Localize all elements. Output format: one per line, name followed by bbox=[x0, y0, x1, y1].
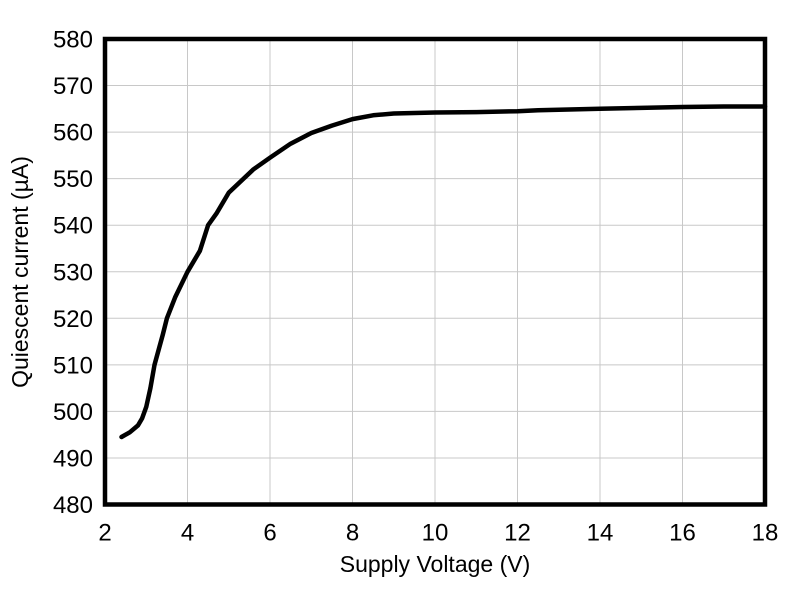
x-tick-label: 16 bbox=[669, 520, 696, 547]
y-tick-label: 480 bbox=[53, 492, 93, 519]
y-tick-labels: 480 490 500 510 520 530 540 550 560 570 580 bbox=[53, 27, 93, 520]
x-axis-title: Supply Voltage (V) bbox=[340, 551, 531, 577]
y-tick-label: 580 bbox=[53, 27, 93, 54]
y-tick-label: 540 bbox=[53, 213, 93, 240]
x-tick-label: 4 bbox=[181, 520, 194, 547]
y-tick-label: 510 bbox=[53, 352, 93, 379]
y-tick-label: 530 bbox=[53, 259, 93, 286]
y-tick-label: 560 bbox=[53, 120, 93, 147]
x-tick-label: 6 bbox=[263, 520, 276, 547]
y-tick-label: 570 bbox=[53, 73, 93, 100]
x-tick-labels: 2 4 6 8 10 12 14 16 18 bbox=[98, 520, 778, 547]
x-tick-label: 12 bbox=[504, 520, 531, 547]
x-tick-label: 8 bbox=[346, 520, 359, 547]
x-tick-label: 18 bbox=[752, 520, 779, 547]
gridlines bbox=[105, 39, 765, 505]
y-axis-title: Quiescent current (µA) bbox=[7, 156, 33, 388]
y-tick-label: 550 bbox=[53, 166, 93, 193]
y-tick-label: 500 bbox=[53, 399, 93, 426]
y-tick-label: 520 bbox=[53, 306, 93, 333]
x-tick-label: 14 bbox=[587, 520, 614, 547]
y-tick-label: 490 bbox=[53, 445, 93, 472]
plot-frame bbox=[102, 36, 768, 507]
data-line bbox=[119, 104, 768, 440]
x-tick-label: 2 bbox=[98, 520, 111, 547]
x-tick-label: 10 bbox=[422, 520, 449, 547]
